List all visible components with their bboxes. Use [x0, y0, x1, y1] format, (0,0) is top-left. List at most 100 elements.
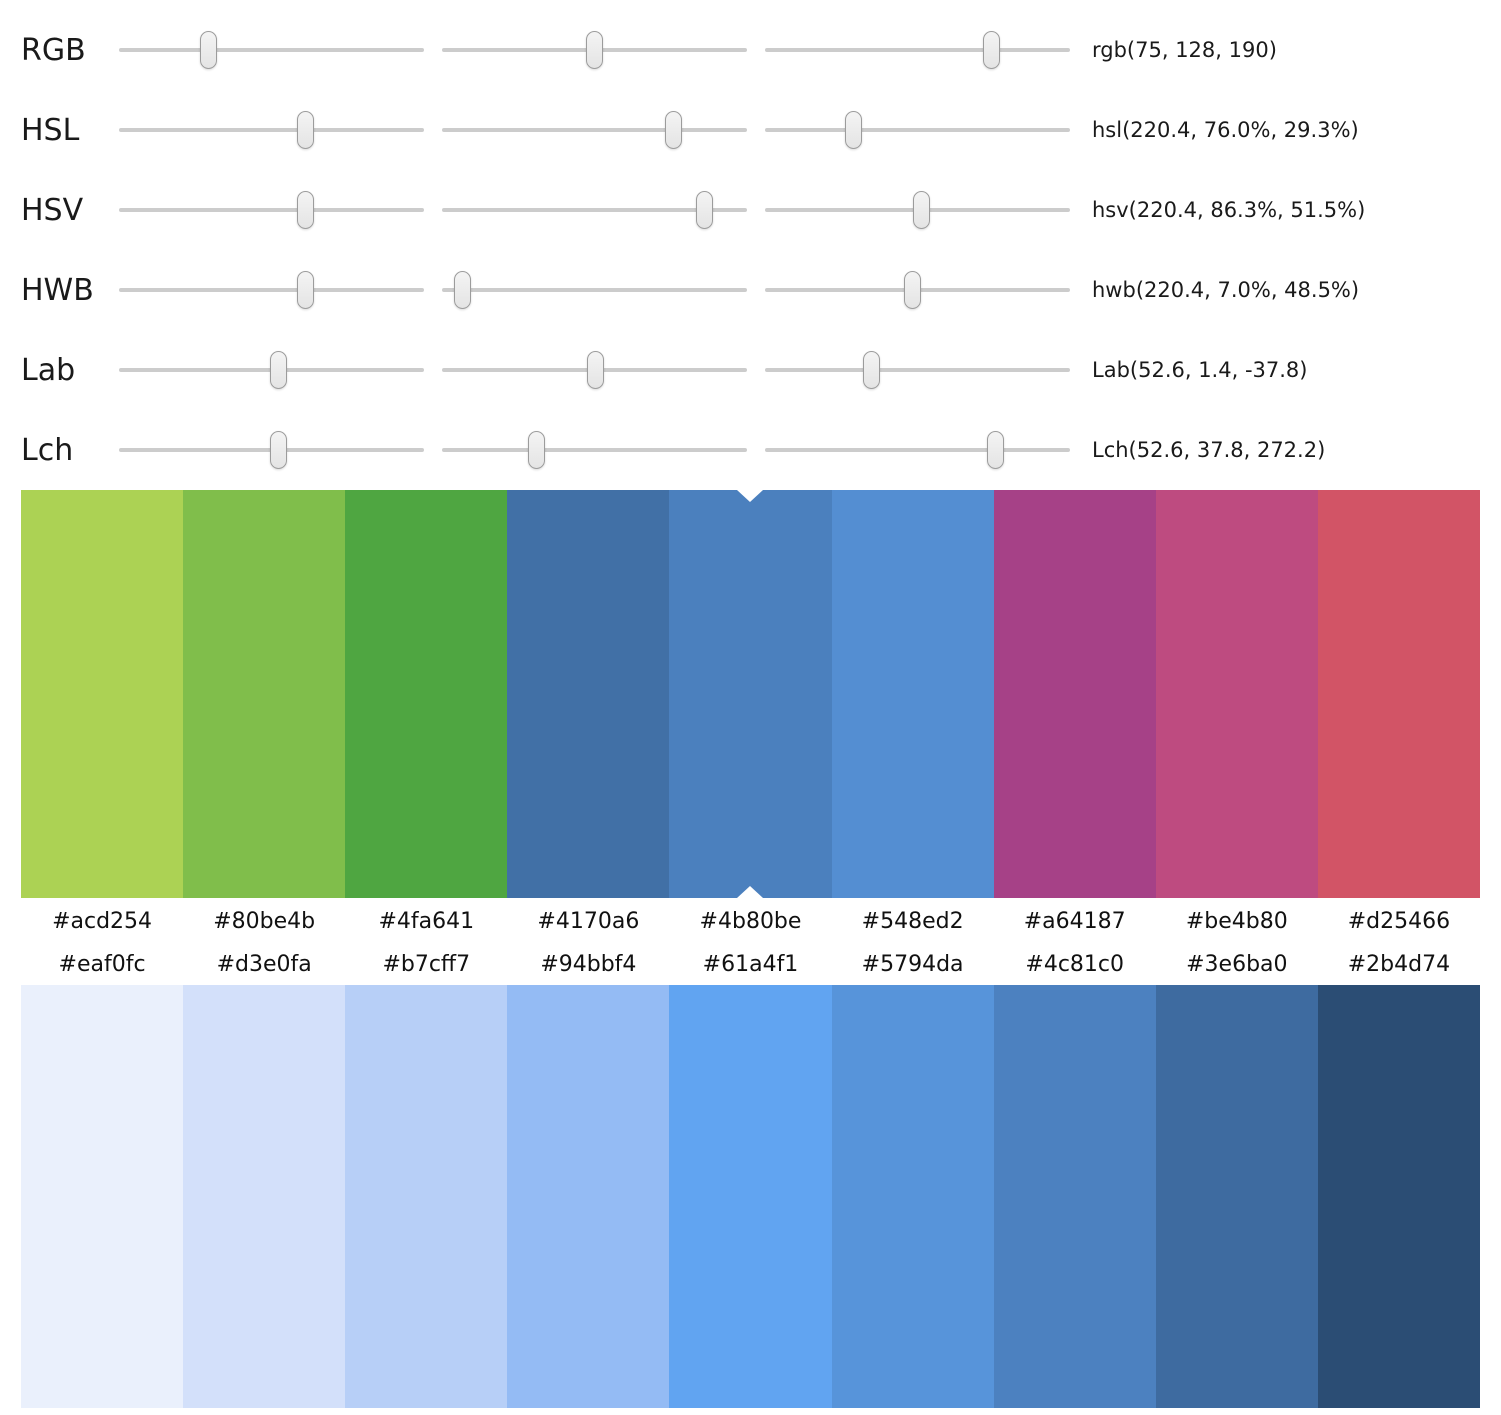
slider-track[interactable]	[119, 191, 424, 229]
hex-label: #4b80be	[699, 908, 802, 934]
hex-label: #b7cff7	[382, 952, 471, 977]
color-swatch[interactable]	[507, 490, 670, 898]
hex-label: #5794da	[861, 952, 964, 977]
hex-label: #4c81c0	[1025, 952, 1125, 977]
color-swatch[interactable]	[1317, 490, 1480, 898]
palette-cell: #94bbf4	[507, 944, 670, 1408]
slider-thumb[interactable]	[296, 111, 314, 149]
slider-thumb[interactable]	[863, 351, 881, 389]
slider-row-hsv: HSV hsv(220.4, 86.3%, 51.5%)	[0, 170, 1501, 250]
palette-cell: #d25466	[1317, 490, 1480, 944]
slider-track[interactable]	[442, 31, 747, 69]
color-swatch[interactable]	[345, 985, 508, 1408]
color-swatch[interactable]	[345, 490, 508, 898]
slider-track[interactable]	[442, 111, 747, 149]
color-swatch[interactable]	[21, 490, 184, 898]
slider-row-hwb: HWB hwb(220.4, 7.0%, 48.5%)	[0, 250, 1501, 330]
color-swatch[interactable]	[1155, 490, 1318, 898]
hue-palette: #acd254 #80be4b #4fa641 #4170a6 #4b80be …	[21, 490, 1480, 944]
color-value-readout: hwb(220.4, 7.0%, 48.5%)	[1092, 278, 1360, 302]
slider-thumb[interactable]	[199, 31, 217, 69]
slider-track[interactable]	[765, 31, 1070, 69]
color-model-label: Lab	[21, 352, 76, 388]
slider-thumb[interactable]	[696, 191, 714, 229]
slider-thumb[interactable]	[270, 351, 288, 389]
color-model-label: HSV	[21, 192, 84, 228]
slider-track[interactable]	[765, 351, 1070, 389]
color-swatch[interactable]	[1317, 985, 1480, 1408]
slider-thumb[interactable]	[587, 351, 605, 389]
slider-thumb[interactable]	[983, 31, 1001, 69]
color-model-label: HSL	[21, 112, 80, 148]
palette-cell: #be4b80	[1155, 490, 1318, 944]
slider-track[interactable]	[442, 271, 747, 309]
slider-thumb[interactable]	[527, 431, 545, 469]
slider-thumb[interactable]	[296, 191, 314, 229]
slider-thumb[interactable]	[664, 111, 682, 149]
hex-label: #d3e0fa	[216, 952, 312, 977]
selection-notch-top-icon	[737, 490, 764, 502]
hex-label: #548ed2	[861, 908, 964, 934]
slider-thumb[interactable]	[913, 191, 931, 229]
color-swatch[interactable]	[1155, 985, 1318, 1408]
color-swatch[interactable]	[669, 985, 832, 1408]
slider-track[interactable]	[119, 271, 424, 309]
slider-track[interactable]	[765, 271, 1070, 309]
color-value-readout: hsl(220.4, 76.0%, 29.3%)	[1092, 118, 1359, 142]
palette-cell: #80be4b	[183, 490, 346, 944]
slider-track[interactable]	[765, 431, 1070, 469]
color-value-readout: Lch(52.6, 37.8, 272.2)	[1092, 438, 1326, 462]
hex-label: #94bbf4	[540, 952, 637, 977]
palette-cell: #4b80be	[669, 490, 832, 944]
hex-label: #2b4d74	[1347, 952, 1451, 977]
palette-cell: #a64187	[993, 490, 1156, 944]
palette-cell: #eaf0fc	[21, 944, 184, 1408]
palette-cell: #4170a6	[507, 490, 670, 944]
color-value-readout: hsv(220.4, 86.3%, 51.5%)	[1092, 198, 1366, 222]
hex-label: #a64187	[1023, 908, 1126, 934]
slider-track[interactable]	[442, 351, 747, 389]
color-swatch[interactable]	[831, 985, 994, 1408]
hex-label: #80be4b	[213, 908, 316, 934]
hex-label: #4170a6	[537, 908, 640, 934]
slider-thumb[interactable]	[903, 271, 921, 309]
slider-thumb[interactable]	[845, 111, 863, 149]
color-swatch[interactable]	[183, 985, 346, 1408]
slider-track[interactable]	[765, 191, 1070, 229]
selection-notch-bottom-icon	[737, 886, 764, 898]
palette-cell: #3e6ba0	[1155, 944, 1318, 1408]
slider-thumb[interactable]	[270, 431, 288, 469]
slider-thumb[interactable]	[986, 431, 1004, 469]
slider-track[interactable]	[119, 351, 424, 389]
hex-label: #d25466	[1347, 908, 1451, 934]
color-swatch[interactable]	[993, 490, 1156, 898]
shade-palette: #eaf0fc #d3e0fa #b7cff7 #94bbf4 #61a4f1 …	[21, 944, 1480, 1408]
hex-label: #3e6ba0	[1186, 952, 1288, 977]
slider-track[interactable]	[442, 431, 747, 469]
slider-thumb[interactable]	[296, 271, 314, 309]
slider-track[interactable]	[119, 31, 424, 69]
color-model-label: HWB	[21, 272, 94, 308]
color-swatch[interactable]	[21, 985, 184, 1408]
slider-thumb[interactable]	[454, 271, 472, 309]
slider-track[interactable]	[442, 191, 747, 229]
color-sliders-panel: RGB rgb(75, 128, 190) HSL hsl(220.4, 76.…	[0, 0, 1501, 490]
color-model-label: RGB	[21, 32, 86, 68]
slider-row-lch: Lch Lch(52.6, 37.8, 272.2)	[0, 410, 1501, 490]
color-swatch-selected[interactable]	[669, 490, 832, 898]
hex-label: #eaf0fc	[58, 952, 146, 977]
color-swatch[interactable]	[183, 490, 346, 898]
slider-row-hsl: HSL hsl(220.4, 76.0%, 29.3%)	[0, 90, 1501, 170]
hex-label: #61a4f1	[702, 952, 799, 977]
palette-cell: #4c81c0	[993, 944, 1156, 1408]
color-swatch[interactable]	[831, 490, 994, 898]
color-swatch[interactable]	[993, 985, 1156, 1408]
palette-cell: #b7cff7	[345, 944, 508, 1408]
slider-track[interactable]	[119, 111, 424, 149]
color-model-label: Lch	[21, 432, 74, 468]
slider-thumb[interactable]	[586, 31, 604, 69]
slider-track[interactable]	[119, 431, 424, 469]
slider-row-rgb: RGB rgb(75, 128, 190)	[0, 10, 1501, 90]
color-swatch[interactable]	[507, 985, 670, 1408]
slider-track[interactable]	[765, 111, 1070, 149]
